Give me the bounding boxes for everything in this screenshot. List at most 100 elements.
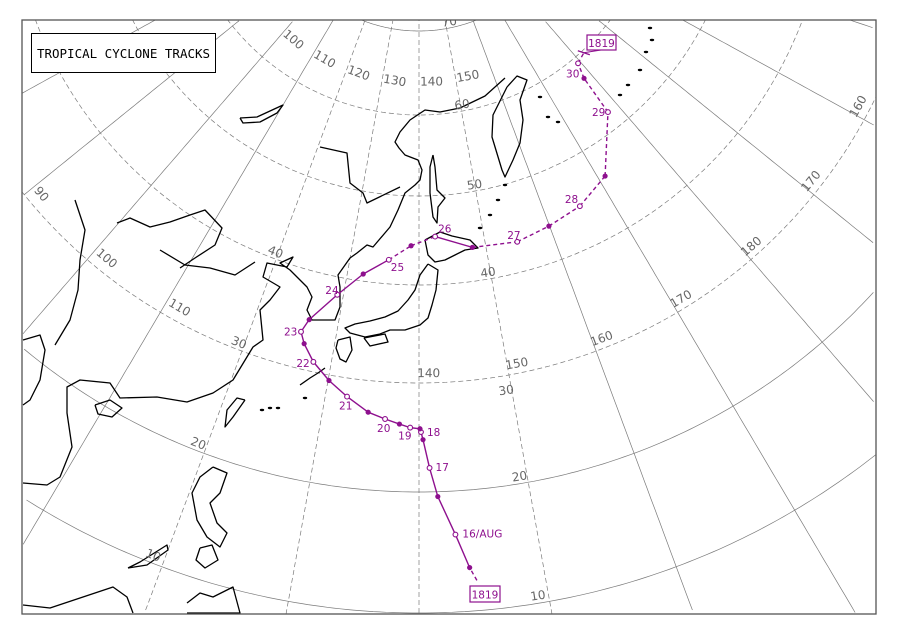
latitude-line-70 (360, 20, 478, 32)
track-point-00utc (334, 291, 341, 298)
track-segment (336, 273, 364, 296)
track-point-12utc (306, 317, 312, 323)
longitude-line-210 (849, 20, 873, 29)
latitude-label-40: 40 (479, 264, 496, 280)
track-point-12utc (326, 377, 332, 384)
track-point-12utc (360, 271, 366, 277)
coastline-mindanao (186, 586, 241, 614)
coastline-visayas (195, 544, 219, 569)
track-point-12utc (420, 437, 426, 443)
island-14 (267, 406, 273, 410)
island-16 (302, 396, 308, 400)
track-date-label: 20 (377, 423, 390, 435)
track-date-label: 16/AUG (462, 529, 502, 541)
track-segment (437, 496, 457, 535)
track-date-label: 21 (339, 401, 352, 413)
track-segment (362, 259, 390, 275)
latitude-label-60: 60 (454, 96, 471, 112)
coastline-hokkaido (424, 231, 479, 263)
track-segment (410, 235, 436, 247)
longitude-line-180 (545, 21, 874, 402)
latitude-label-west-30: 30 (229, 333, 248, 352)
track-date-label: 22 (296, 358, 309, 370)
map-title: TROPICAL CYCLONE TRACKS (31, 33, 216, 73)
track-point-00utc (452, 531, 459, 538)
track-segment (454, 534, 471, 568)
track-segment (312, 361, 330, 381)
island-3 (637, 68, 643, 72)
track-segment (434, 235, 473, 249)
track-segment (469, 567, 478, 581)
track-segment (308, 294, 338, 321)
track-point-00utc (310, 358, 317, 365)
cyclone-id-labels: 1819 1819 (469, 34, 617, 603)
latitude-line-10 (26, 454, 876, 614)
track-point-12utc (469, 244, 475, 250)
island-0 (647, 26, 653, 30)
coastline-luzon (191, 466, 228, 548)
track-segment (303, 343, 315, 363)
track-segment (367, 411, 386, 420)
longitude-line-190 (598, 20, 874, 243)
island-7 (555, 120, 561, 124)
track-point-12utc (546, 223, 552, 229)
track-point-12utc (365, 409, 371, 415)
longitude-label-140: 140 (417, 366, 440, 380)
track-point-12utc (581, 75, 587, 81)
graticule (22, 20, 876, 614)
coastline-kyushu (335, 336, 353, 363)
coastline-taiwan (224, 397, 246, 428)
island-13 (259, 408, 265, 412)
track-date-label: 30 (566, 68, 579, 80)
island-1 (649, 38, 655, 42)
track-point-00utc (576, 203, 583, 210)
track-point-12utc (602, 173, 608, 179)
longitude-label-north-150: 150 (455, 67, 480, 85)
map-frame (21, 19, 877, 615)
track-date-label: 18 (427, 427, 440, 439)
track-segment (388, 245, 412, 261)
track-date-label: 29 (592, 107, 605, 119)
longitude-line-160 (473, 21, 693, 611)
graticule-labels: 1020304050607010203040140150160170100110… (31, 14, 870, 604)
track-point-00utc (575, 60, 582, 67)
coastline-indochina-west (22, 334, 46, 406)
longitude-line-200 (682, 20, 874, 126)
island-10 (495, 198, 501, 202)
latitude-line-60 (227, 20, 611, 116)
coastline-asia-mainland (22, 77, 506, 486)
longitude-line-170 (504, 20, 856, 613)
track-segment (516, 225, 550, 243)
latitude-label-50: 50 (466, 177, 483, 193)
island-4 (625, 83, 631, 87)
track-date-label: 19 (398, 431, 411, 443)
latitude-label-70: 70 (441, 14, 458, 30)
track-point-00utc (432, 233, 439, 240)
longitude-line-110 (22, 20, 334, 545)
coastline-palawan (127, 544, 169, 569)
coastline-borneo (22, 586, 134, 614)
cyclone-track: 16/AUG 17 18 19 20 21 22 23 24 25 26 27 28 29 30 (284, 49, 611, 581)
track-point-00utc (382, 416, 389, 422)
track-point-00utc (426, 464, 433, 471)
track-segment (328, 379, 348, 398)
track-point-12utc (408, 243, 414, 249)
track-point-00utc (514, 238, 521, 245)
track-segment (472, 241, 518, 249)
latitude-label-west-40: 40 (266, 243, 285, 262)
longitude-line-150 (444, 20, 553, 614)
island-12 (477, 226, 483, 230)
latitude-label-west-20: 20 (189, 434, 208, 453)
border-amur (319, 146, 401, 204)
coastlines (22, 26, 655, 614)
track-segment (428, 467, 439, 497)
longitude-label-150: 150 (504, 355, 529, 373)
coastline-shikoku (363, 333, 389, 347)
island-11 (487, 213, 493, 217)
track-date-label: 23 (284, 327, 297, 339)
track-date-label: 24 (325, 285, 339, 297)
latitude-label-west-10: 10 (144, 546, 163, 565)
cyclone-id-box-end: 1819 (586, 34, 617, 51)
track-point-12utc (435, 493, 441, 500)
